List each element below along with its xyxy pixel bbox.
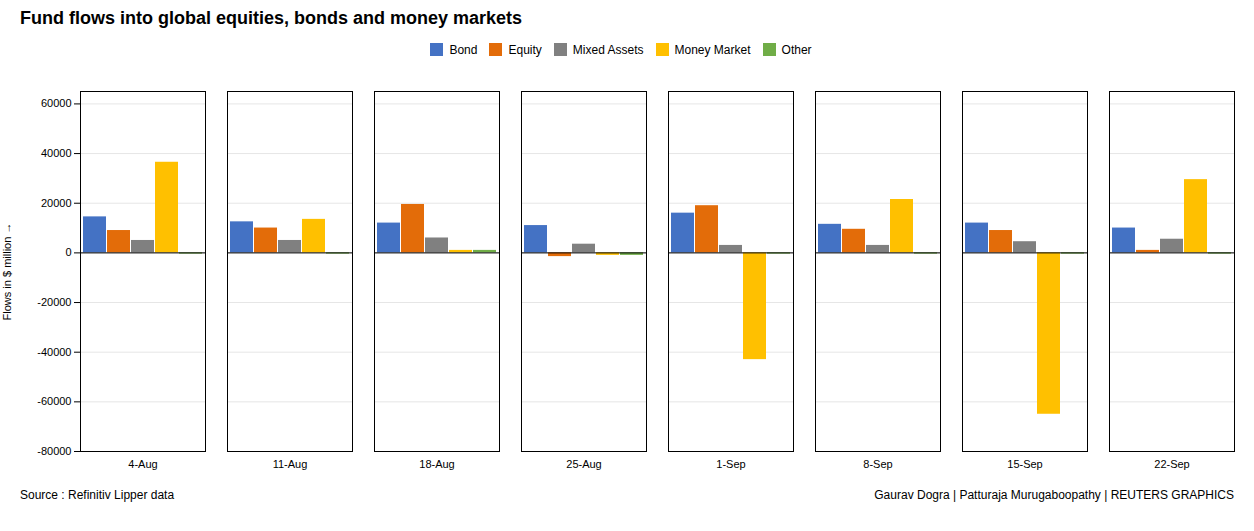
html-text:Other: Other [781,42,812,57]
html-text:Gaurav Dogra | Patturaja Murug: Gaurav Dogra | Patturaja Murugaboopathy … [874,488,1234,502]
svg-text:4-Aug: 4-Aug [128,458,157,470]
svg-text:1-Sep: 1-Sep [716,458,745,470]
svg-text:22-Sep: 22-Sep [1154,458,1189,470]
svg-text:-80000: -80000 [37,445,71,457]
svg-text:8-Sep: 8-Sep [863,458,892,470]
svg-text:20000: 20000 [41,197,72,209]
svg-text:-40000: -40000 [37,346,71,358]
svg-text:-20000: -20000 [37,296,71,308]
svg-text:25-Aug: 25-Aug [566,458,601,470]
html-text:Equity: Equity [508,42,542,57]
svg-text:11-Aug: 11-Aug [273,458,308,470]
html-text:Money Market: Money Market [674,42,751,57]
svg-text:18-Aug: 18-Aug [419,458,454,470]
html-text:Source : Refinitiv Lipper data: Source : Refinitiv Lipper data [20,488,175,502]
html-text:Mixed Assets: Mixed Assets [572,42,644,57]
html-text:Bond: Bond [449,42,478,57]
svg-text:15-Sep: 15-Sep [1007,458,1042,470]
svg-text:40000: 40000 [41,147,72,159]
svg-text:-60000: -60000 [37,395,71,407]
svg-text:0: 0 [65,246,71,258]
svg-text:60000: 60000 [41,97,72,109]
svg-text:Flows in $ million →: Flows in $ million → [1,223,13,321]
html-text:Fund flows into global equitie: Fund flows into global equities, bonds a… [20,8,523,28]
